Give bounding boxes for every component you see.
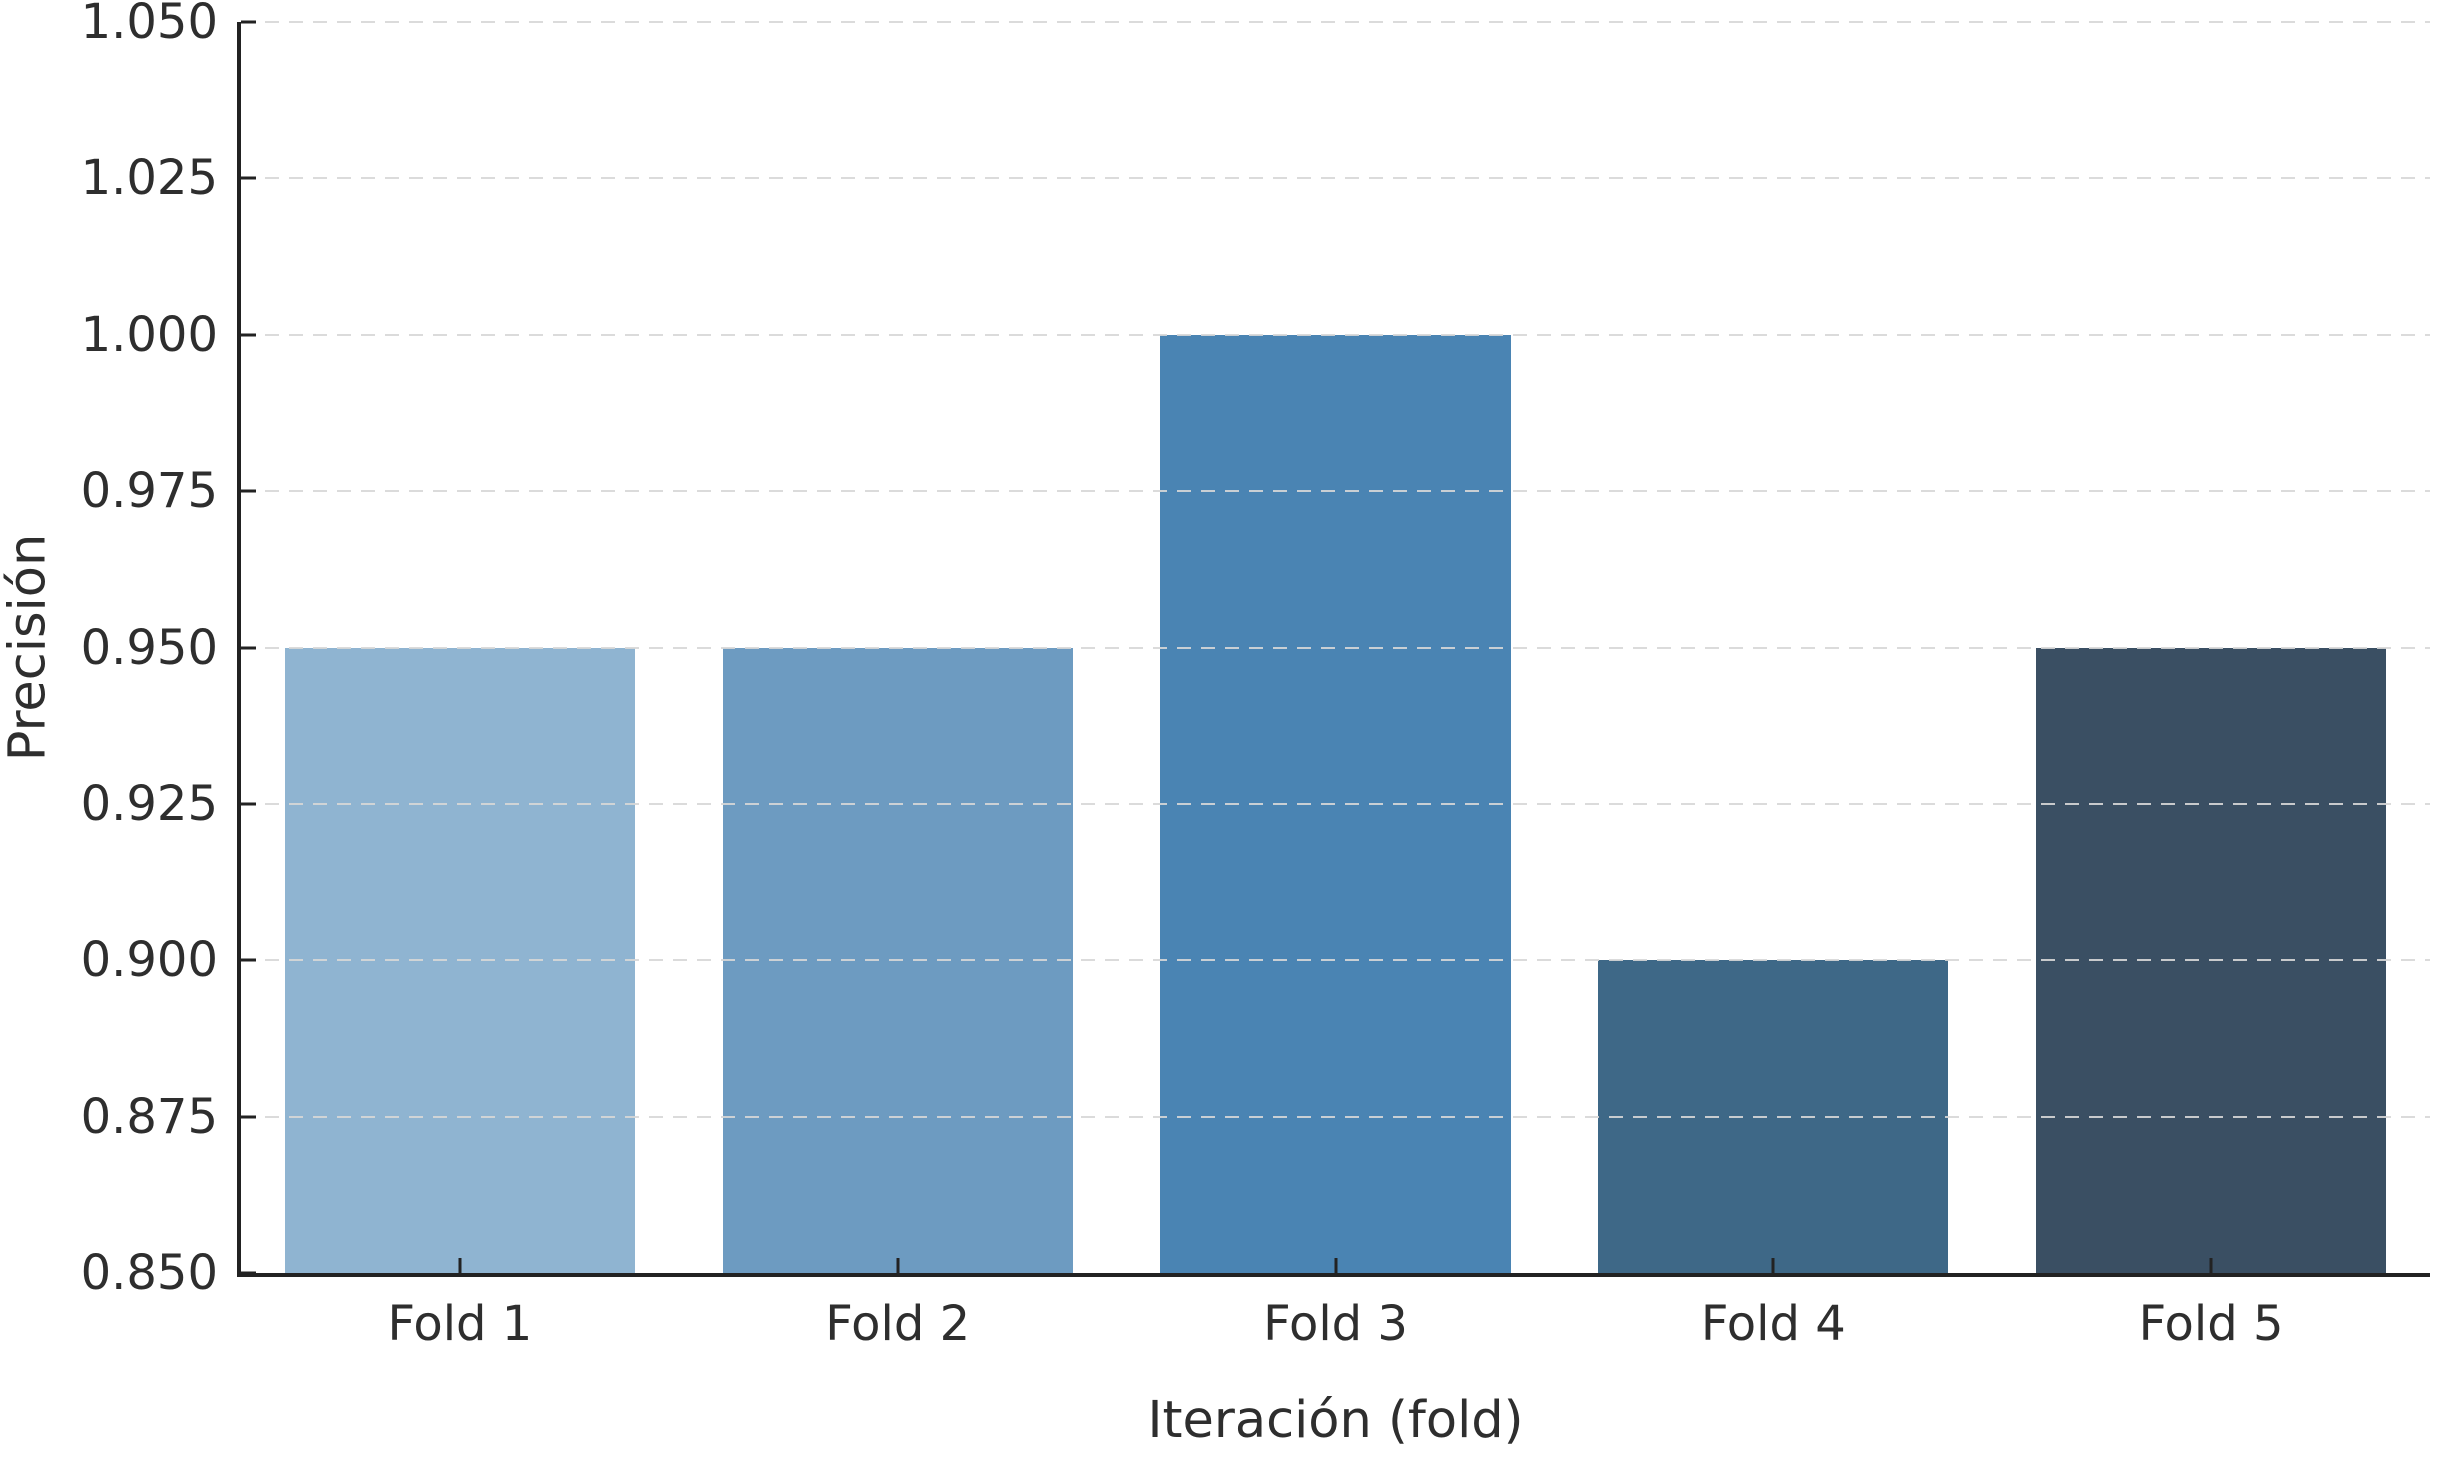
- y-tick-mark: [241, 802, 256, 806]
- y-tick-label: 1.050: [80, 0, 218, 50]
- y-gridline: [241, 21, 2430, 23]
- x-axis-title-text: Iteración (fold): [1147, 1391, 1524, 1450]
- x-tick-mark: [2209, 1258, 2213, 1273]
- x-tick-label: Fold 4: [1700, 1296, 1846, 1352]
- y-tick-mark: [241, 333, 256, 337]
- y-gridline: [241, 177, 2430, 180]
- x-tick-label: Fold 5: [2138, 1296, 2284, 1352]
- bar-fold-1: [284, 647, 635, 1273]
- bar-fold-3: [1160, 334, 1511, 1273]
- y-tick-mark: [241, 958, 256, 962]
- y-tick-label: 0.900: [80, 932, 218, 989]
- x-tick-label: Fold 2: [825, 1296, 971, 1352]
- x-tick-mark: [1771, 1258, 1775, 1273]
- bar-fold-2: [722, 647, 1073, 1273]
- x-axis-tick-labels: Fold 1 Fold 2 Fold 3 Fold 4 Fold 5: [241, 1296, 2430, 1366]
- y-tick-label: 1.000: [80, 306, 218, 363]
- x-axis-title: Iteración (fold): [241, 1390, 2430, 1451]
- y-tick-mark: [241, 1271, 256, 1275]
- bar-fold-4: [1598, 960, 1949, 1273]
- y-tick-label: 1.025: [80, 150, 218, 207]
- y-tick-mark: [241, 1115, 256, 1119]
- y-tick-mark: [241, 646, 256, 649]
- x-tick-label: Fold 1: [387, 1296, 533, 1352]
- y-tick-label: 0.950: [80, 619, 218, 676]
- y-tick-mark: [241, 489, 256, 493]
- x-tick-mark: [458, 1258, 462, 1273]
- x-tick-mark: [1334, 1258, 1337, 1273]
- y-axis-tick-labels: 0.850 0.875 0.900 0.925 0.950 0.975 1.000 1.025…: [0, 0, 218, 1297]
- y-tick-label: 0.975: [80, 463, 218, 520]
- plot-area: [237, 20, 2430, 1277]
- y-tick-mark: [241, 20, 256, 24]
- y-tick-mark: [241, 176, 256, 180]
- bar-fold-5: [2035, 647, 2387, 1273]
- x-tick-mark: [896, 1258, 900, 1273]
- y-tick-label: 0.875: [80, 1088, 218, 1145]
- y-tick-label: 0.850: [80, 1245, 218, 1301]
- x-tick-label: Fold 3: [1263, 1296, 1408, 1352]
- y-tick-label: 0.925: [80, 775, 218, 832]
